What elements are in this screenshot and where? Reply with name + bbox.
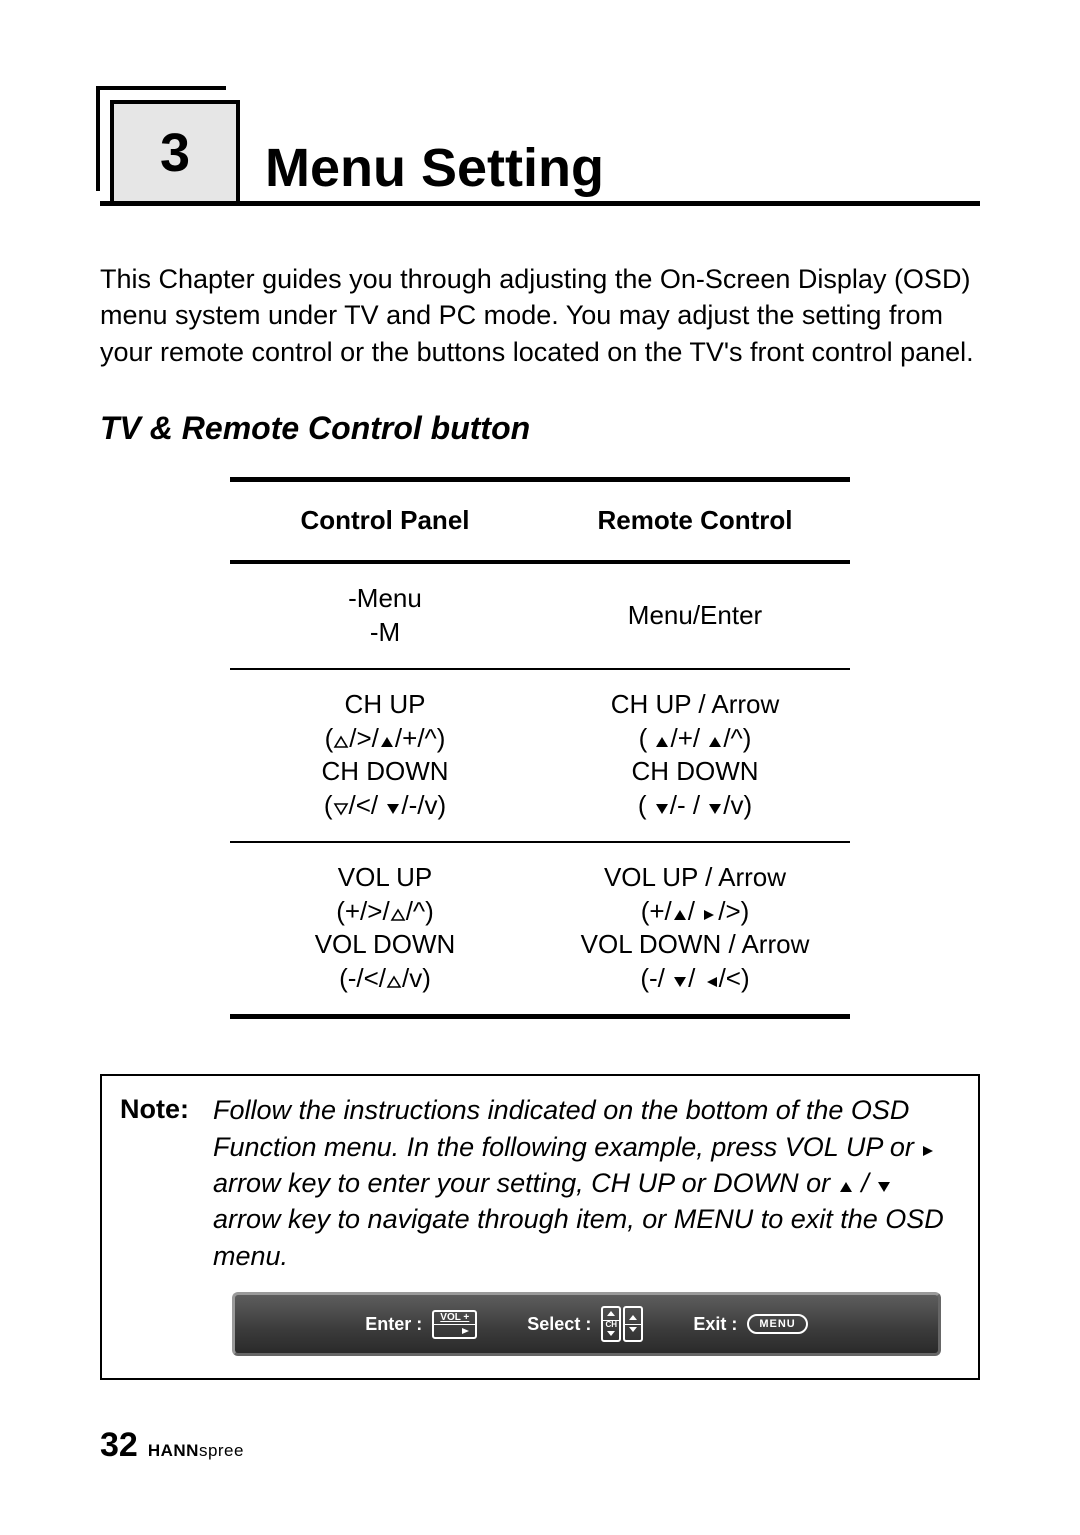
cell-text: VOL UP xyxy=(338,861,432,895)
table-cell: VOL UP (+/>//^) VOL DOWN (-/<//v) xyxy=(230,843,540,1014)
chapter-number: 3 xyxy=(160,122,190,184)
table-cell: CH UP (/>//+/^) CH DOWN (/</ /-/v) xyxy=(230,670,540,841)
table-row: VOL UP (+/>//^) VOL DOWN (-/<//v) VOL UP… xyxy=(230,843,850,1014)
chapter-header: 3 Menu Setting xyxy=(100,100,980,206)
cell-text: Menu/Enter xyxy=(628,599,762,633)
cell-text: (-/ / /<) xyxy=(640,962,749,996)
intro-paragraph: This Chapter guides you through adjustin… xyxy=(100,261,980,370)
note-box: Note: Follow the instructions indicated … xyxy=(100,1074,980,1380)
cell-text: CH DOWN xyxy=(321,755,448,789)
table-cell: -Menu -M xyxy=(230,564,540,668)
table-header-row: Control Panel Remote Control xyxy=(230,482,850,564)
control-table: Control Panel Remote Control -Menu -M Me… xyxy=(230,477,850,1019)
page-number: 32 xyxy=(100,1426,138,1465)
osd-select: Select : CH xyxy=(527,1306,643,1342)
cell-text: (+/>//^) xyxy=(336,895,434,929)
brand-logo: HANNspree xyxy=(148,1441,244,1461)
cell-text: (/</ /-/v) xyxy=(324,789,446,823)
cell-text: ( /+/ /^) xyxy=(639,722,752,756)
chapter-title: Menu Setting xyxy=(265,137,604,201)
osd-instruction-bar: Enter : VOL + Select : CH Exit : MENU xyxy=(232,1292,942,1356)
cell-text: CH UP / Arrow xyxy=(611,688,780,722)
cell-text: -Menu xyxy=(348,582,422,616)
osd-exit: Exit : MENU xyxy=(693,1314,807,1335)
ch-select-icon: CH xyxy=(601,1306,643,1342)
table-cell: CH UP / Arrow ( /+/ /^) CH DOWN ( /- / /… xyxy=(540,670,850,841)
cell-text: VOL DOWN / Arrow xyxy=(581,928,810,962)
note-text: Follow the instructions indicated on the… xyxy=(213,1092,960,1274)
cell-text: -M xyxy=(370,616,400,650)
table-row: -Menu -M Menu/Enter xyxy=(230,564,850,670)
table-header-remote-control: Remote Control xyxy=(540,482,850,560)
osd-enter-label: Enter : xyxy=(365,1314,422,1335)
cell-text: CH UP xyxy=(345,688,426,722)
cell-text: CH DOWN xyxy=(631,755,758,789)
table-cell: Menu/Enter xyxy=(540,564,850,668)
cell-text: VOL DOWN xyxy=(315,928,456,962)
note-body: Follow the instructions indicated on the… xyxy=(213,1092,960,1356)
cell-text: (+// />) xyxy=(641,895,750,929)
cell-text: ( /- / /v) xyxy=(638,789,752,823)
osd-exit-label: Exit : xyxy=(693,1314,737,1335)
cell-text: (-/<//v) xyxy=(339,962,431,996)
chapter-tab: 3 xyxy=(110,100,240,205)
table-row: CH UP (/>//+/^) CH DOWN (/</ /-/v) CH UP… xyxy=(230,670,850,843)
section-heading: TV & Remote Control button xyxy=(100,410,980,447)
cell-text: (/>//+/^) xyxy=(325,722,446,756)
osd-select-label: Select : xyxy=(527,1314,591,1335)
vol-plus-button-icon: VOL + xyxy=(432,1310,477,1339)
osd-enter: Enter : VOL + xyxy=(365,1310,477,1339)
menu-button-icon: MENU xyxy=(747,1314,807,1334)
cell-text: VOL UP / Arrow xyxy=(604,861,786,895)
page-footer: 32 HANNspree xyxy=(100,1426,244,1465)
table-cell: VOL UP / Arrow (+// />) VOL DOWN / Arrow… xyxy=(540,843,850,1014)
note-label: Note: xyxy=(120,1092,189,1356)
table-header-control-panel: Control Panel xyxy=(230,482,540,560)
